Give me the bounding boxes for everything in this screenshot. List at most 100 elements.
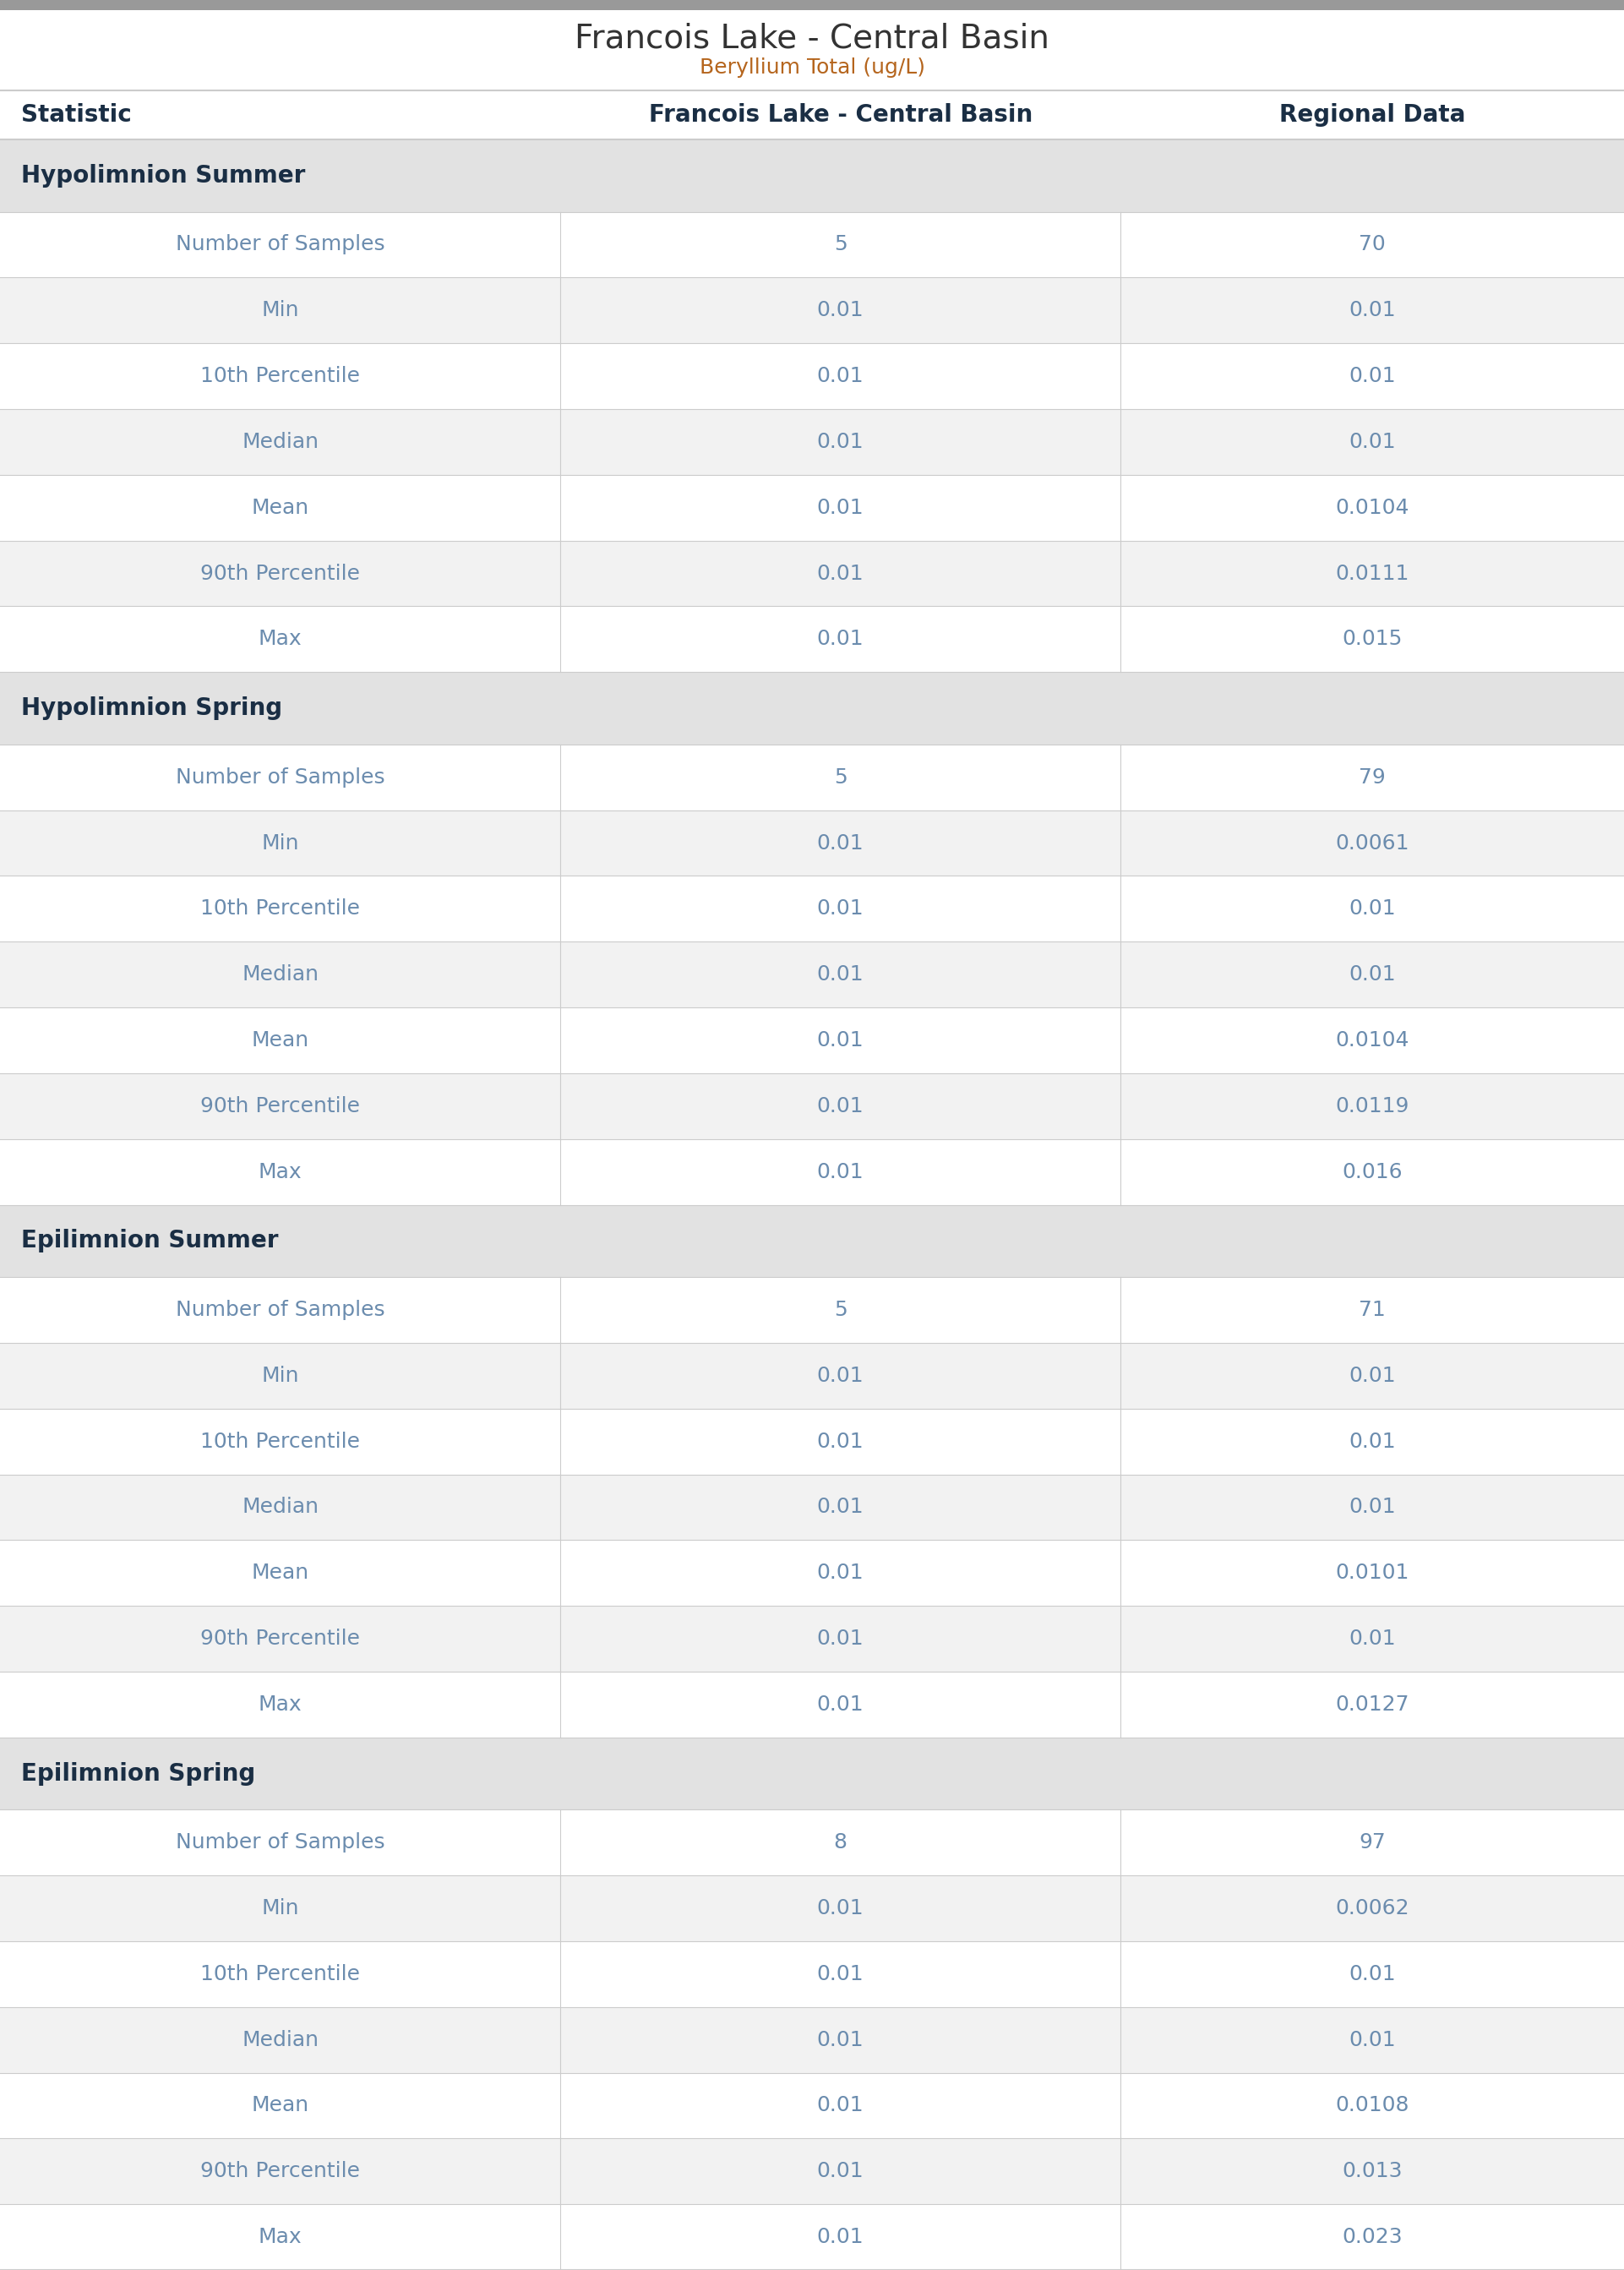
Text: 0.01: 0.01 [817, 365, 864, 386]
Bar [0, 1941, 1624, 2007]
Text: 0.01: 0.01 [1350, 365, 1395, 386]
Text: Epilimnion Spring: Epilimnion Spring [21, 1762, 255, 1786]
Text: 0.0101: 0.0101 [1335, 1562, 1410, 1582]
Bar [0, 211, 1624, 277]
Text: Mean: Mean [252, 2095, 309, 2116]
Text: 0.01: 0.01 [1350, 965, 1395, 985]
Bar [0, 1875, 1624, 1941]
Bar [0, 1205, 1624, 1278]
Text: Min: Min [261, 300, 299, 320]
Text: 0.0108: 0.0108 [1335, 2095, 1410, 2116]
Text: 0.01: 0.01 [1350, 1964, 1395, 1984]
Bar [0, 277, 1624, 343]
Text: 5: 5 [833, 1301, 848, 1321]
Text: 0.01: 0.01 [817, 629, 864, 649]
Text: Min: Min [261, 833, 299, 854]
Text: Number of Samples: Number of Samples [175, 234, 385, 254]
Text: 10th Percentile: 10th Percentile [200, 1432, 361, 1451]
Text: 0.0127: 0.0127 [1335, 1693, 1410, 1714]
Bar [0, 9, 1624, 91]
Text: Number of Samples: Number of Samples [175, 767, 385, 788]
Text: Max: Max [258, 1693, 302, 1714]
Text: 0.0062: 0.0062 [1335, 1898, 1410, 1918]
Text: Francois Lake - Central Basin: Francois Lake - Central Basin [575, 23, 1049, 54]
Text: 0.01: 0.01 [1350, 1498, 1395, 1516]
Bar [0, 474, 1624, 540]
Text: Epilimnion Summer: Epilimnion Summer [21, 1228, 278, 1253]
Text: 10th Percentile: 10th Percentile [200, 365, 361, 386]
Text: 5: 5 [833, 234, 848, 254]
Text: Median: Median [242, 431, 318, 452]
Bar [0, 1008, 1624, 1074]
Text: Max: Max [258, 629, 302, 649]
Text: Mean: Mean [252, 497, 309, 518]
Bar [0, 409, 1624, 474]
Text: 0.01: 0.01 [817, 899, 864, 919]
Text: Hypolimnion Spring: Hypolimnion Spring [21, 697, 283, 720]
Bar [0, 1344, 1624, 1410]
Bar [0, 672, 1624, 745]
Bar [0, 1737, 1624, 1809]
Text: 97: 97 [1359, 1832, 1385, 1852]
Text: Regional Data: Regional Data [1280, 102, 1465, 127]
Bar [0, 138, 1624, 211]
Bar [0, 810, 1624, 876]
Text: Number of Samples: Number of Samples [175, 1832, 385, 1852]
Text: 0.01: 0.01 [817, 1096, 864, 1117]
Bar [0, 1278, 1624, 1344]
Text: 0.01: 0.01 [817, 2161, 864, 2181]
Text: 0.01: 0.01 [1350, 2029, 1395, 2050]
Text: 0.01: 0.01 [1350, 899, 1395, 919]
Text: 0.01: 0.01 [817, 2029, 864, 2050]
Text: 8: 8 [833, 1832, 848, 1852]
Text: 5: 5 [833, 767, 848, 788]
Bar [0, 91, 1624, 138]
Text: 0.01: 0.01 [817, 431, 864, 452]
Text: 0.023: 0.023 [1341, 2227, 1403, 2247]
Text: Number of Samples: Number of Samples [175, 1301, 385, 1321]
Text: 0.01: 0.01 [817, 1628, 864, 1648]
Text: Hypolimnion Summer: Hypolimnion Summer [21, 163, 305, 188]
Text: 0.01: 0.01 [817, 563, 864, 583]
Text: 90th Percentile: 90th Percentile [200, 1096, 361, 1117]
Text: Median: Median [242, 1498, 318, 1516]
Bar [0, 1473, 1624, 1539]
Text: Beryllium Total (ug/L): Beryllium Total (ug/L) [700, 57, 924, 77]
Text: 0.01: 0.01 [817, 1162, 864, 1183]
Text: 90th Percentile: 90th Percentile [200, 2161, 361, 2181]
Text: 0.01: 0.01 [817, 1693, 864, 1714]
Text: 79: 79 [1359, 767, 1385, 788]
Bar [0, 1074, 1624, 1140]
Text: Min: Min [261, 1367, 299, 1385]
Text: 0.013: 0.013 [1341, 2161, 1403, 2181]
Text: 0.0104: 0.0104 [1335, 497, 1410, 518]
Text: 0.01: 0.01 [817, 2095, 864, 2116]
Text: 0.01: 0.01 [1350, 1367, 1395, 1385]
Text: 0.01: 0.01 [1350, 431, 1395, 452]
Text: 0.0104: 0.0104 [1335, 1031, 1410, 1051]
Text: Median: Median [242, 2029, 318, 2050]
Text: 0.01: 0.01 [817, 2227, 864, 2247]
Text: 0.0061: 0.0061 [1335, 833, 1410, 854]
Text: Statistic: Statistic [21, 102, 132, 127]
Bar [0, 2073, 1624, 2138]
Text: 90th Percentile: 90th Percentile [200, 563, 361, 583]
Text: Mean: Mean [252, 1031, 309, 1051]
Text: Mean: Mean [252, 1562, 309, 1582]
Bar [0, 1605, 1624, 1671]
Text: 71: 71 [1359, 1301, 1385, 1321]
Text: Max: Max [258, 1162, 302, 1183]
Text: Min: Min [261, 1898, 299, 1918]
Bar [0, 1671, 1624, 1737]
Text: 0.01: 0.01 [817, 1367, 864, 1385]
Bar [0, 876, 1624, 942]
Text: 0.0111: 0.0111 [1335, 563, 1410, 583]
Bar [0, 1410, 1624, 1473]
Bar [0, 942, 1624, 1008]
Bar [0, 745, 1624, 810]
Bar [0, 1809, 1624, 1875]
Text: 0.01: 0.01 [1350, 300, 1395, 320]
Text: 0.016: 0.016 [1341, 1162, 1403, 1183]
Text: 0.01: 0.01 [817, 1031, 864, 1051]
Bar [0, 343, 1624, 409]
